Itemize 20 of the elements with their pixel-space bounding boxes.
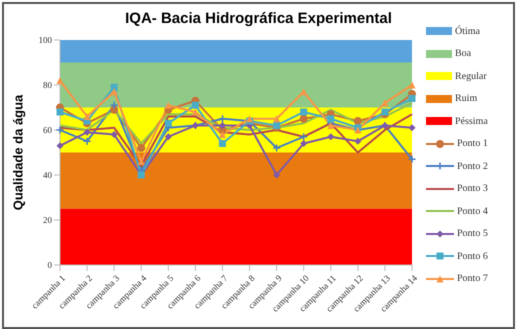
legend-label: Péssima — [455, 116, 488, 127]
legend-label: Ponto 2 — [457, 160, 488, 172]
legend-label: Boa — [455, 48, 472, 60]
y-tick-label: 80 — [43, 80, 52, 90]
legend-label: Ruim — [455, 93, 478, 104]
y-axis-title: Qualidade da água — [10, 94, 26, 210]
legend-label: Ponto 6 — [457, 250, 488, 262]
legend-label: Ponto 3 — [457, 183, 488, 194]
y-tick-label: 20 — [43, 215, 52, 226]
legend-label: Ponto 7 — [457, 273, 488, 284]
legend-label: Regular — [455, 70, 487, 82]
chart-title: IQA- Bacia Hidrográfica Experimental — [124, 10, 393, 27]
legend-label: Ponto 5 — [457, 228, 488, 240]
y-tick-label: 100 — [38, 35, 52, 46]
y-tick-label: 40 — [43, 170, 52, 180]
legend-label: Ótima — [455, 26, 480, 37]
y-tick-label: 0 — [48, 260, 52, 270]
legend-label: Ponto 1 — [457, 138, 488, 150]
y-tick-label: 60 — [43, 125, 52, 136]
legend-label: Ponto 4 — [457, 206, 488, 217]
